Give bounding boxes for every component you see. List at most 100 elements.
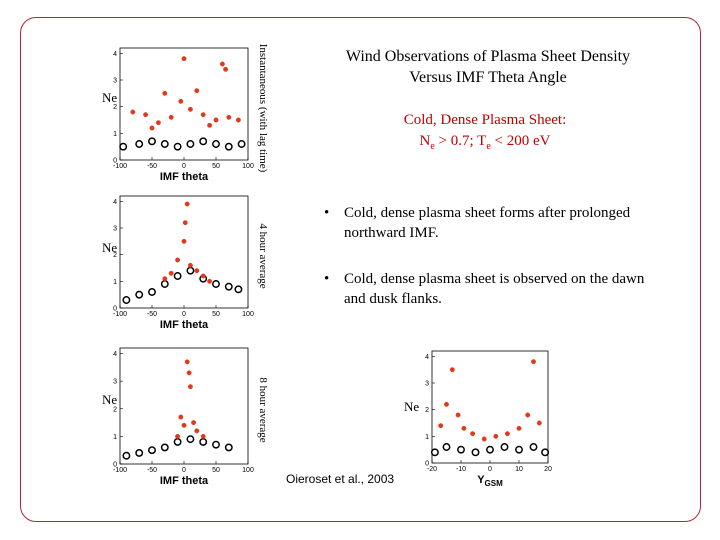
data-point-red [461,425,467,431]
subtitle-line-1: Cold, Dense Plasma Sheet: [403,112,567,128]
data-point-black [224,142,233,151]
y-tick-label: 1 [425,434,429,441]
subtitle-line-2: Ne > 0.7; Te < 200 eV [330,131,640,157]
scatter-svg-ygsm: -20 -10 0 10 20 0 1 2 3 4 YGSM Ne [404,350,552,488]
data-point-black [148,288,156,296]
x-tick-label: -100 [113,311,127,318]
data-point-red [531,359,536,365]
data-point-black [160,280,169,288]
data-point-black [186,266,195,275]
data-point-black [148,137,156,146]
data-point-red [187,262,193,268]
data-point-black [186,140,195,148]
bullet-item: • Cold, dense plasma sheet forms after pr… [322,203,652,243]
te-subscript: e [486,141,491,152]
data-point-red [235,117,241,123]
data-point-red [186,370,192,376]
x-tick-label: 100 [242,467,254,474]
data-point-black [199,437,208,446]
side-label: 8 hour average [257,377,269,442]
data-point-red [493,433,499,439]
scatter-svg-8hr: -100 -50 0 50 100 0 1 2 3 4 IMF theta Ne 8 hour aver… [102,347,269,487]
data-point-red [481,436,487,442]
bullet-list: • Cold, dense plasma sheet forms after pr… [322,203,652,335]
data-point-red [178,414,184,420]
y-tick-label: 0 [113,158,117,165]
bullet-item: • Cold, dense plasma sheet is observed on… [322,269,652,309]
data-point-red [536,420,542,426]
subtitle-mid: > 0.7; T [434,133,487,149]
y-axis-label: Ne [102,392,117,407]
data-point-red [213,117,219,123]
data-point-red [181,422,187,428]
data-point-red [194,268,200,274]
data-point-black [173,272,182,280]
x-tick-label: 50 [212,467,220,474]
x-tick-label: 50 [212,163,220,170]
y-tick-label: 3 [113,78,117,85]
data-point-black [224,443,233,452]
data-point-red [149,125,155,131]
data-point-red [226,114,232,120]
x-tick-label: -20 [427,466,437,473]
y-tick-label: 1 [113,131,117,138]
x-tick-label: 10 [515,466,523,473]
data-point-black [135,449,144,457]
x-axis-label: IMF theta [160,475,209,487]
data-point-red [175,433,181,439]
data-point-black [160,140,169,148]
data-point-red [200,112,206,118]
data-point-black [486,445,494,454]
data-point-red [184,359,190,365]
data-point-black [212,280,220,288]
data-point-red [187,384,193,390]
x-tick-label: 0 [182,467,186,474]
data-point-black [234,285,243,294]
x-axis-label: IMF theta [160,319,209,331]
x-tick-label: 100 [242,311,254,318]
data-point-black [471,448,480,457]
x-tick-label: -100 [113,467,127,474]
data-point-black [148,446,156,455]
data-point-red [178,98,184,104]
data-point-black [135,140,144,148]
data-point-red [223,66,229,72]
data-point-black [135,290,144,299]
data-point-red [200,433,206,439]
scatter-svg-instantaneous: -100 -50 0 50 100 0 1 2 3 4 IMF theta Ne Instantaneo… [102,44,269,183]
data-point-black [515,445,523,454]
data-point-red [184,201,190,207]
ne-symbol: N [419,133,431,149]
data-point-red [525,412,531,418]
data-point-black [119,142,128,151]
scatter-plot-instantaneous: -100 -50 0 50 100 0 1 2 3 4 IMF theta Ne Instantaneo… [92,42,272,192]
x-tick-label: 20 [544,466,552,473]
data-point-black [500,443,509,451]
x-tick-label: -50 [147,311,157,318]
data-point-red [219,61,225,67]
data-point-red [455,412,461,418]
x-tick-label: -50 [147,163,157,170]
y-tick-label: 3 [113,226,117,233]
data-point-black [457,445,465,454]
data-point-red [504,431,510,437]
slide-title: Wind Observations of Plasma Sheet Densit… [300,46,676,88]
y-axis-label: Ne [102,240,117,255]
data-point-red [470,431,476,437]
bullet-glyph: • [324,205,330,221]
x-tick-label: 0 [182,163,186,170]
data-point-red [168,114,174,120]
scatter-svg-4hr: -100 -50 0 50 100 0 1 2 3 4 IMF theta Ne 4 hour aver… [102,195,269,331]
subtitle-end: < 200 eV [490,133,551,149]
data-point-black [442,443,451,451]
data-point-red [207,278,213,284]
data-point-black [122,296,131,304]
side-label: Instantaneous (with lag time) [257,44,269,173]
bullet-text: Cold, dense plasma sheet forms after pro… [344,205,631,241]
data-point-black [237,140,246,148]
y-tick-label: 0 [113,462,117,469]
x-tick-label: 0 [182,311,186,318]
data-point-black [173,142,182,151]
data-point-red [162,90,168,96]
data-point-red [449,367,455,373]
